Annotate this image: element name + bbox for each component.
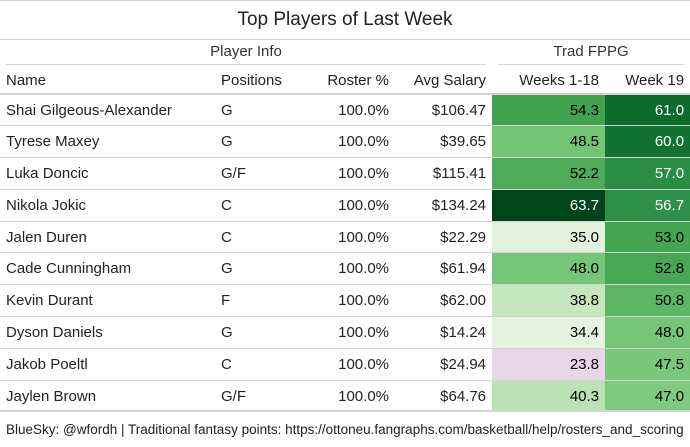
cell-week-19: 61.0 [605,94,690,127]
cell-salary: $22.29 [395,221,493,254]
cell-name: Jaylen Brown [0,380,215,413]
cell-salary: $134.24 [395,189,493,222]
table-row: Luka Doncic G/F 100.0% $115.41 52.2 57.0 [0,157,690,190]
table-row: Nikola Jokic C 100.0% $134.24 63.7 56.7 [0,189,690,222]
cell-weeks-1-18: 48.0 [492,252,606,286]
cell-positions: C [215,348,310,381]
spanner-row: Player Info Trad FPPG [0,40,690,67]
cell-positions: G/F [215,380,310,413]
cell-weeks-1-18: 40.3 [492,380,606,413]
cell-week-19: 53.0 [605,221,690,254]
cell-weeks-1-18: 54.3 [492,94,606,127]
table-title: Top Players of Last Week [0,0,690,40]
cell-salary: $64.76 [395,380,493,413]
cell-name: Nikola Jokic [0,189,215,222]
cell-name: Dyson Daniels [0,316,215,349]
cell-week-19: 52.8 [605,252,690,286]
cell-week-19: 56.7 [605,189,690,222]
cell-weeks-1-18: 63.7 [492,189,606,222]
spanner-player-info: Player Info [0,40,492,67]
cell-roster: 100.0% [310,380,395,413]
table-row: Jaylen Brown G/F 100.0% $64.76 40.3 47.0 [0,380,690,413]
cell-roster: 100.0% [310,348,395,381]
cell-name: Kevin Durant [0,284,215,318]
cell-positions: C [215,189,310,222]
cell-roster: 100.0% [310,221,395,254]
cell-salary: $24.94 [395,348,493,381]
cell-salary: $62.00 [395,284,493,318]
cell-week-19: 57.0 [605,157,690,190]
cell-positions: C [215,221,310,254]
cell-name: Luka Doncic [0,157,215,190]
cell-positions: G/F [215,157,310,190]
table-row: Tyrese Maxey G 100.0% $39.65 48.5 60.0 [0,125,690,159]
cell-positions: G [215,316,310,349]
cell-weeks-1-18: 34.4 [492,316,606,349]
cell-name: Tyrese Maxey [0,125,215,159]
col-header-roster: Roster % [310,67,395,95]
cell-positions: G [215,94,310,127]
source-note: BlueSky: @wfordh | Traditional fantasy p… [0,410,690,447]
table-row: Jakob Poeltl C 100.0% $24.94 23.8 47.5 [0,348,690,381]
cell-salary: $14.24 [395,316,493,349]
cell-name: Shai Gilgeous-Alexander [0,94,215,127]
table-row: Jalen Duren C 100.0% $22.29 35.0 53.0 [0,221,690,254]
col-header-positions: Positions [215,67,310,95]
cell-week-19: 47.5 [605,348,690,381]
cell-roster: 100.0% [310,189,395,222]
cell-roster: 100.0% [310,316,395,349]
cell-week-19: 48.0 [605,316,690,349]
table-row: Kevin Durant F 100.0% $62.00 38.8 50.8 [0,284,690,318]
cell-roster: 100.0% [310,94,395,127]
cell-weeks-1-18: 23.8 [492,348,606,381]
cell-weeks-1-18: 48.5 [492,125,606,159]
table-row: Shai Gilgeous-Alexander G 100.0% $106.47 54.… [0,94,690,127]
cell-salary: $115.41 [395,157,493,190]
col-header-salary: Avg Salary [395,67,493,95]
cell-name: Cade Cunningham [0,252,215,286]
cell-salary: $39.65 [395,125,493,159]
cell-weeks-1-18: 38.8 [492,284,606,318]
cell-week-19: 50.8 [605,284,690,318]
cell-roster: 100.0% [310,252,395,286]
col-header-name: Name [0,67,215,95]
spanner-trad-fppg: Trad FPPG [492,40,690,67]
cell-name: Jalen Duren [0,221,215,254]
column-header-row: Name Positions Roster % Avg Salary Weeks… [0,67,690,95]
cell-week-19: 47.0 [605,380,690,413]
cell-name: Jakob Poeltl [0,348,215,381]
table-row: Dyson Daniels G 100.0% $14.24 34.4 48.0 [0,316,690,349]
col-header-weeks-1-18: Weeks 1-18 [492,67,606,95]
cell-weeks-1-18: 35.0 [492,221,606,254]
cell-week-19: 60.0 [605,125,690,159]
cell-positions: F [215,284,310,318]
cell-roster: 100.0% [310,284,395,318]
cell-roster: 100.0% [310,125,395,159]
cell-roster: 100.0% [310,157,395,190]
table-body: Shai Gilgeous-Alexander G 100.0% $106.47 54.… [0,94,690,413]
col-header-week-19: Week 19 [605,67,690,95]
cell-positions: G [215,125,310,159]
cell-positions: G [215,252,310,286]
cell-salary: $106.47 [395,94,493,127]
cell-weeks-1-18: 52.2 [492,157,606,190]
cell-salary: $61.94 [395,252,493,286]
table-row: Cade Cunningham G 100.0% $61.94 48.0 52.8 [0,252,690,286]
players-table: Player Info Trad FPPG Name Positions Ros… [0,40,690,413]
